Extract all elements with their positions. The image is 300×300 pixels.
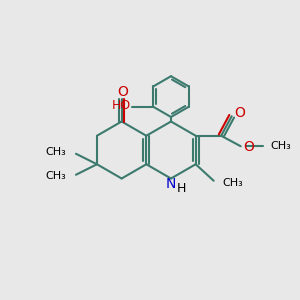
Text: CH₃: CH₃ bbox=[46, 171, 66, 181]
Text: N: N bbox=[166, 177, 176, 191]
Text: O: O bbox=[235, 106, 246, 120]
Text: O: O bbox=[117, 85, 128, 99]
Text: CH₃: CH₃ bbox=[223, 178, 243, 188]
Text: CH₃: CH₃ bbox=[46, 147, 66, 157]
Text: HO: HO bbox=[112, 99, 131, 112]
Text: CH₃: CH₃ bbox=[271, 141, 291, 151]
Text: H: H bbox=[177, 182, 186, 196]
Text: O: O bbox=[243, 140, 254, 154]
